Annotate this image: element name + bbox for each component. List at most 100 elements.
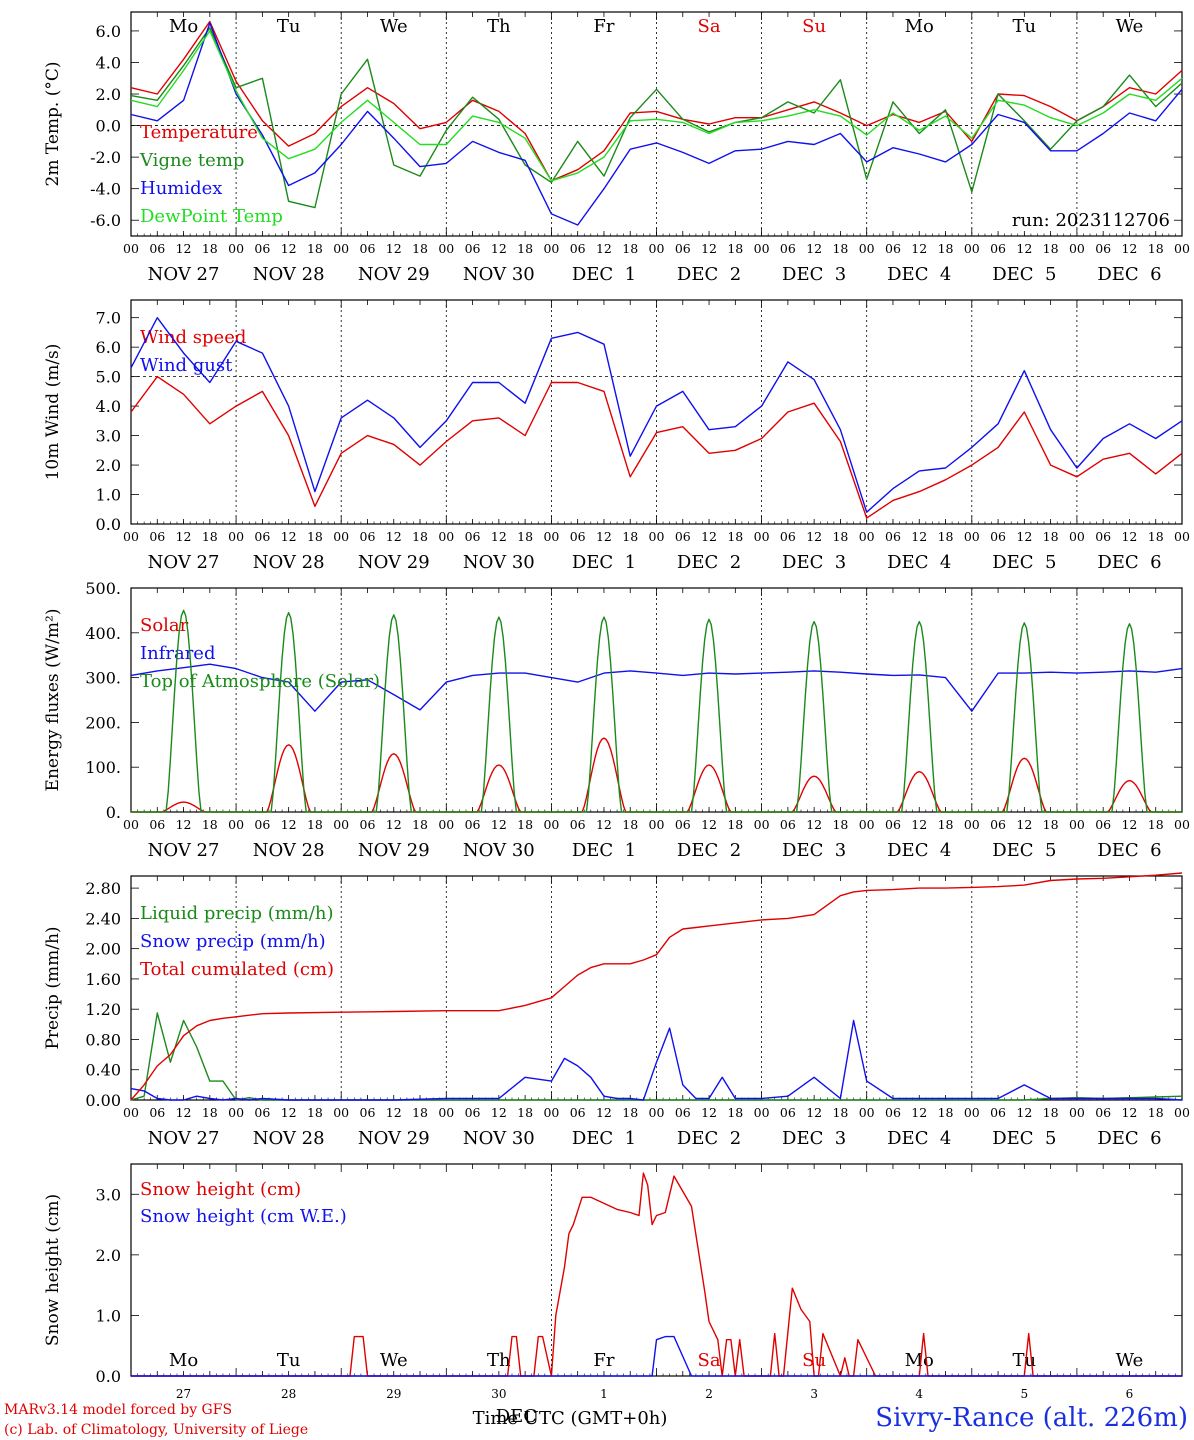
date-label: NOV 30 (463, 840, 535, 861)
hour-tick-label: 12 (911, 529, 927, 544)
y-tick-label: 4.0 (96, 397, 121, 416)
hour-tick-label: 06 (780, 241, 796, 256)
weekday-label: We (380, 1350, 408, 1371)
weekday-label: Tu (1013, 16, 1037, 37)
hour-tick-label: 00 (859, 241, 875, 256)
hour-tick-label: 00 (438, 1105, 454, 1120)
date-label: DEC 3 (782, 264, 846, 285)
hour-tick-label: 00 (754, 817, 770, 832)
hour-tick-label: 12 (596, 529, 612, 544)
hour-tick-label: 06 (254, 529, 270, 544)
series-line-vigne-temp (130, 27, 1183, 209)
hour-tick-label: 00 (964, 529, 980, 544)
credit-line-2: (c) Lab. of Climatology, University of L… (4, 1422, 308, 1438)
hour-tick-label: 18 (412, 1105, 428, 1120)
legend-entry: Temperature (140, 122, 258, 143)
y-axis-label: Snow height (cm) (43, 1194, 63, 1346)
hour-tick-label: 18 (1043, 1105, 1059, 1120)
hour-tick-label: 00 (333, 817, 349, 832)
date-label: DEC 3 (782, 840, 846, 861)
hour-tick-label: 18 (1043, 241, 1059, 256)
hour-tick-label: 12 (491, 529, 507, 544)
legend-entry: Wind speed (140, 327, 246, 348)
hour-tick-label: 06 (1095, 817, 1111, 832)
hour-tick-label: 18 (938, 529, 954, 544)
hour-tick-label: 12 (1016, 1105, 1032, 1120)
date-label: NOV 28 (253, 1128, 325, 1149)
weekday-label: Th (487, 1350, 511, 1371)
hour-tick-label: 00 (228, 529, 244, 544)
hour-tick-label: 18 (938, 241, 954, 256)
day-number-label: 6 (1126, 1387, 1134, 1401)
date-label: DEC 6 (1097, 264, 1161, 285)
date-label: NOV 30 (463, 552, 535, 573)
y-tick-label: 0.80 (85, 1030, 121, 1049)
date-label: NOV 29 (358, 840, 430, 861)
day-number-label: 5 (1021, 1387, 1029, 1401)
date-label: DEC 4 (887, 264, 951, 285)
hour-tick-label: 00 (438, 529, 454, 544)
hour-tick-label: 00 (649, 241, 665, 256)
y-tick-label: 0. (106, 803, 121, 822)
series-line-humidex (130, 22, 1183, 226)
hour-tick-label: 12 (911, 817, 927, 832)
panel-3: 0. 100. 200. 300. 400. 500. Energy fluxes (W/m… (43, 579, 1190, 861)
date-label: DEC 5 (992, 840, 1056, 861)
hour-tick-label: 12 (701, 529, 717, 544)
series-line-dewpoint-temp (130, 30, 1183, 182)
hour-tick-label: 00 (964, 1105, 980, 1120)
panel-1: -6.0 -4.0 -2.0 0.0 2.0 4.0 6.0 2m Temp. (°C) 00 0… (43, 11, 1190, 285)
y-tick-label: 0.00 (85, 1091, 121, 1110)
date-label: NOV 29 (358, 264, 430, 285)
hour-tick-label: 06 (149, 1105, 165, 1120)
y-tick-label: 6.0 (96, 22, 121, 41)
date-label: DEC 6 (1097, 840, 1161, 861)
hour-tick-label: 06 (570, 529, 586, 544)
hour-tick-label: 06 (149, 529, 165, 544)
hour-tick-label: 12 (386, 817, 402, 832)
y-tick-label: 2.80 (85, 879, 121, 898)
weekday-label: Mo (169, 16, 198, 37)
weekday-label: Tu (277, 1350, 301, 1371)
hour-tick-label: 06 (465, 241, 481, 256)
y-tick-label: 400. (85, 624, 121, 643)
y-axis-label: Energy fluxes (W/m²) (43, 609, 63, 792)
date-label: NOV 27 (148, 264, 220, 285)
hour-tick-label: 18 (307, 241, 323, 256)
hour-tick-label: 18 (1043, 817, 1059, 832)
series-line-top-of-atmosphere-solar- (131, 609, 1182, 813)
date-label: DEC 3 (782, 552, 846, 573)
legend-entry: Total cumulated (cm) (140, 959, 334, 980)
hour-tick-label: 00 (438, 241, 454, 256)
hour-tick-label: 00 (754, 1105, 770, 1120)
hour-tick-label: 12 (281, 529, 297, 544)
hour-tick-label: 18 (202, 817, 218, 832)
hour-tick-label: 06 (885, 817, 901, 832)
hour-tick-label: 18 (727, 241, 743, 256)
series-line-infrared (130, 663, 1183, 712)
hour-tick-label: 06 (465, 1105, 481, 1120)
weekday-label: Fr (593, 16, 614, 37)
hour-tick-label: 00 (1069, 1105, 1085, 1120)
date-label: DEC 1 (572, 840, 636, 861)
hour-tick-label: 00 (333, 1105, 349, 1120)
hour-tick-label: 18 (938, 817, 954, 832)
hour-tick-label: 12 (806, 1105, 822, 1120)
date-label: DEC 2 (677, 264, 741, 285)
hour-tick-label: 06 (149, 241, 165, 256)
credit-line-1: MARv3.14 model forced by GFS (4, 1402, 232, 1418)
hour-tick-label: 18 (1043, 529, 1059, 544)
y-tick-label: 0.0 (96, 1367, 121, 1386)
hour-tick-label: 12 (1121, 817, 1137, 832)
weekday-label: Sa (698, 1350, 721, 1371)
hour-tick-label: 12 (491, 817, 507, 832)
hour-tick-label: 06 (885, 1105, 901, 1120)
date-label: DEC 4 (887, 840, 951, 861)
panel-4: 0.00 0.40 0.80 1.20 1.60 2.00 2.40 2.80 Precip (… (43, 872, 1190, 1149)
hour-tick-label: 06 (675, 1105, 691, 1120)
series-line-wind-gust (130, 317, 1183, 513)
y-tick-label: 7.0 (96, 309, 121, 328)
hour-tick-label: 06 (465, 817, 481, 832)
y-tick-label: 500. (85, 579, 121, 598)
hour-tick-label: 12 (806, 817, 822, 832)
